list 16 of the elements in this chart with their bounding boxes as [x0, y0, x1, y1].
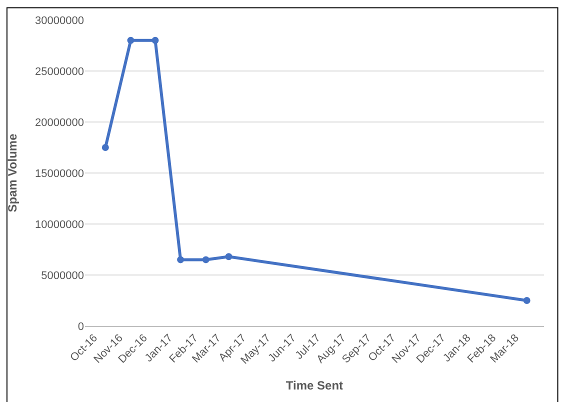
- y-tick-label: 25000000: [35, 66, 84, 78]
- point: [152, 36, 159, 44]
- point: [102, 144, 109, 151]
- y-tick-label: 15000000: [35, 168, 84, 180]
- point: [177, 256, 184, 264]
- y-tick-label: 10000000: [35, 218, 84, 231]
- point: [225, 253, 232, 260]
- y-tick-label: 5000000: [41, 270, 84, 282]
- y-axis-title: Spam Volume: [5, 133, 20, 212]
- point: [523, 297, 530, 304]
- point: [127, 36, 134, 44]
- x-axis-title: Time Sent: [286, 378, 344, 393]
- point: [202, 256, 210, 264]
- y-tick-label: 30000000: [35, 14, 84, 27]
- y-tick-label: 0: [78, 320, 84, 333]
- y-tick-label: 20000000: [35, 116, 84, 129]
